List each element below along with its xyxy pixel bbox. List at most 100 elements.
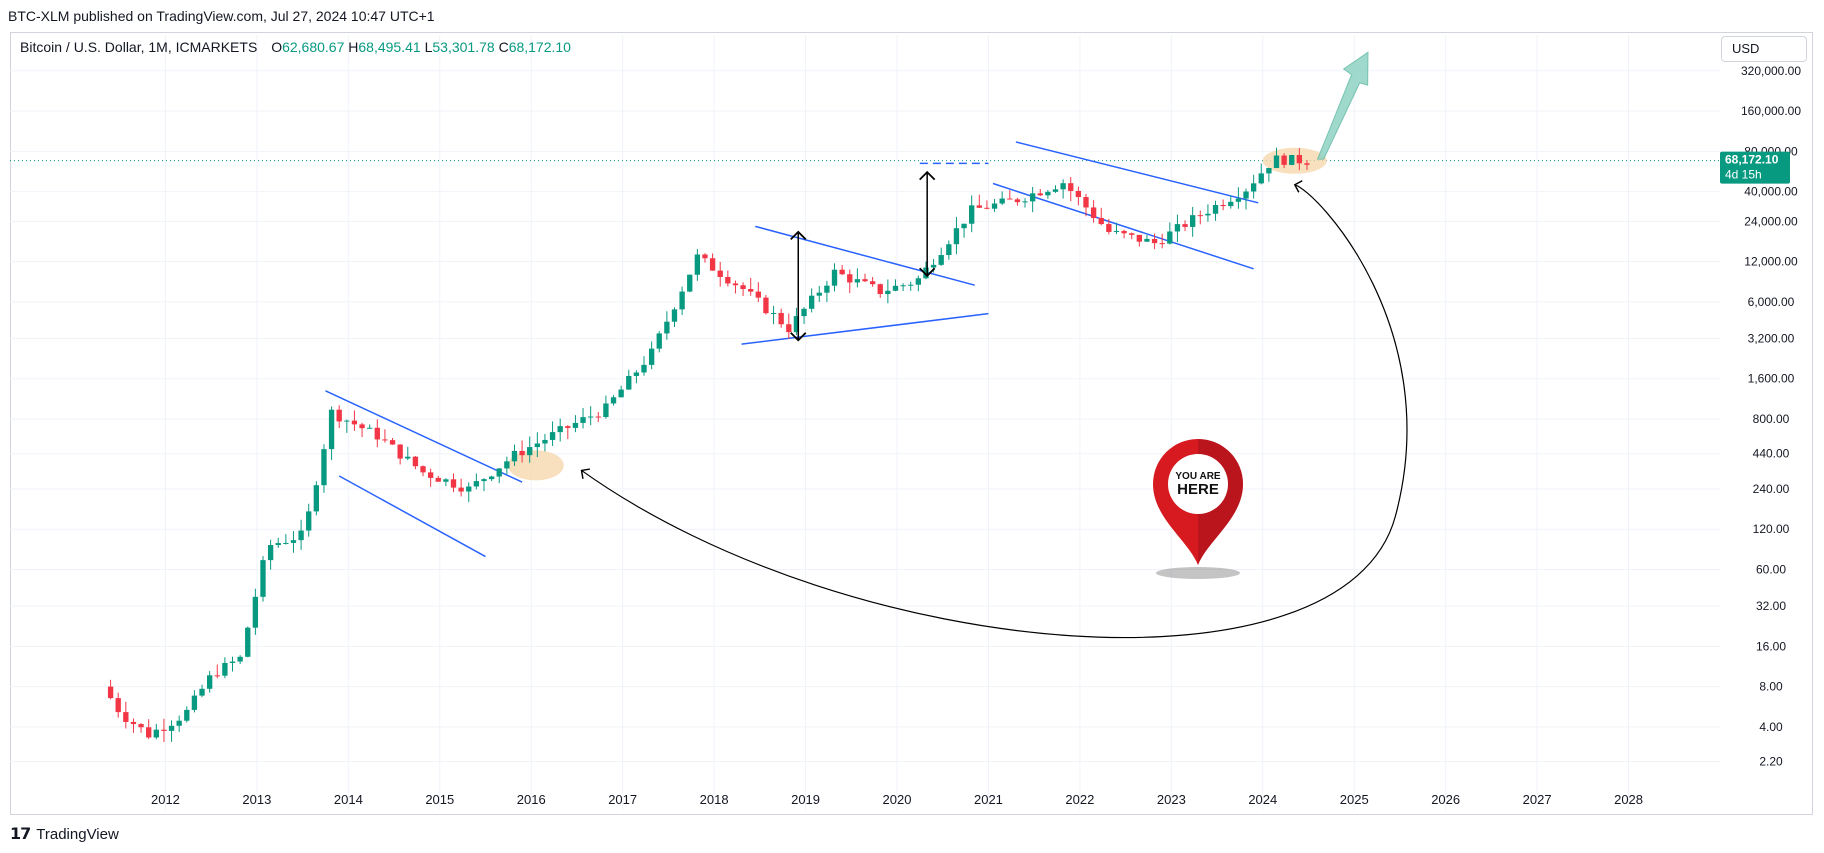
- y-tick-label: 40,000.00: [1744, 185, 1798, 199]
- candle: [1014, 197, 1021, 206]
- y-tick-label: 3,200.00: [1748, 331, 1795, 345]
- candle-body: [961, 223, 967, 229]
- candle: [435, 475, 441, 482]
- trendline-channel-2014-top: [325, 390, 523, 483]
- candle-body: [801, 308, 807, 317]
- candle: [900, 283, 906, 292]
- footer-brand[interactable]: TradingView: [36, 825, 119, 843]
- candle: [412, 456, 419, 470]
- candle: [237, 655, 243, 664]
- candle-body: [245, 627, 251, 657]
- candle: [1136, 234, 1142, 247]
- candle-body: [633, 372, 640, 376]
- x-tick-label: 2018: [700, 792, 729, 807]
- candle-body: [885, 290, 891, 295]
- candle-body: [618, 389, 624, 398]
- candle-body: [130, 721, 137, 725]
- candle: [664, 311, 670, 340]
- candle-body: [1075, 190, 1082, 198]
- candle: [580, 407, 586, 429]
- candle: [176, 715, 182, 732]
- candle: [1250, 174, 1257, 199]
- candle: [123, 701, 129, 729]
- candle: [222, 657, 228, 679]
- legend-symbol: Bitcoin / U.S. Dollar, 1M, ICMARKETS: [20, 39, 258, 55]
- tradingview-logo-icon[interactable]: 𝟭𝟳: [10, 826, 31, 843]
- legend-low: 53,301.78: [432, 39, 495, 55]
- candle: [283, 534, 289, 545]
- candle-body: [199, 688, 205, 696]
- pin-inner: [1168, 454, 1228, 514]
- candle: [778, 308, 784, 328]
- x-tick-label: 2022: [1065, 792, 1094, 807]
- candle-body: [572, 422, 579, 428]
- candle: [1098, 207, 1104, 226]
- x-tick-label: 2014: [334, 792, 363, 807]
- candle: [786, 313, 792, 339]
- candle: [527, 436, 533, 463]
- candle-body: [740, 285, 746, 290]
- candle-body: [1052, 189, 1059, 192]
- pin-shadow: [1156, 567, 1240, 579]
- candle: [862, 273, 868, 283]
- candle-body: [565, 426, 571, 428]
- candle-body: [1266, 168, 1272, 174]
- legend-open: 62,680.67: [282, 39, 345, 55]
- candle-body: [1304, 163, 1310, 165]
- candle: [1266, 167, 1272, 182]
- footer: 𝟭𝟳 TradingView: [10, 824, 119, 844]
- candle-body: [1250, 183, 1257, 192]
- candle-body: [1228, 201, 1234, 207]
- candle: [306, 503, 312, 537]
- candle: [519, 440, 525, 463]
- candle-body: [466, 486, 472, 492]
- candle-body: [519, 450, 525, 456]
- publisher-line: BTC-XLM published on TradingView.com, Ju…: [8, 8, 435, 24]
- candle-body: [671, 309, 678, 322]
- candle-body: [1129, 233, 1135, 235]
- candle: [427, 468, 434, 487]
- y-tick-label: 160,000.00: [1741, 104, 1801, 118]
- candle-body: [527, 447, 533, 456]
- candle: [1129, 232, 1135, 240]
- candle-body: [1273, 155, 1280, 169]
- candle: [1068, 176, 1074, 202]
- candle: [565, 425, 571, 440]
- candle-body: [214, 675, 220, 677]
- x-tick-label: 2025: [1340, 792, 1369, 807]
- candle: [633, 370, 640, 384]
- y-tick-label: 32.00: [1756, 599, 1786, 613]
- candle: [367, 424, 373, 429]
- candle: [946, 240, 952, 260]
- currency-selector[interactable]: USD: [1721, 36, 1807, 62]
- candle: [1205, 204, 1211, 222]
- x-tick-label: 2023: [1157, 792, 1186, 807]
- candle-body: [1060, 183, 1066, 190]
- candle: [1304, 160, 1310, 170]
- candle-body: [359, 424, 365, 429]
- candle-body: [252, 596, 259, 628]
- candle: [1174, 214, 1181, 243]
- candle: [930, 258, 937, 273]
- candle: [717, 261, 723, 287]
- candle: [847, 269, 853, 293]
- candle-body: [328, 409, 335, 450]
- candle-body: [763, 297, 769, 314]
- candle: [321, 444, 327, 493]
- candle-body: [1289, 155, 1295, 165]
- y-tick-label: 16.00: [1756, 639, 1786, 653]
- candle-body: [473, 481, 480, 487]
- candle-body: [816, 292, 822, 296]
- ohlc-legend: Bitcoin / U.S. Dollar, 1M, ICMARKETS O62…: [20, 39, 571, 55]
- candle-body: [999, 198, 1005, 204]
- candle: [687, 274, 693, 293]
- candle: [748, 277, 754, 296]
- candle-body: [412, 456, 419, 467]
- candle: [999, 191, 1005, 206]
- candle: [953, 217, 960, 255]
- candle-body: [702, 254, 708, 259]
- candle-body: [260, 560, 266, 597]
- x-tick-label: 2019: [791, 792, 820, 807]
- candle: [839, 264, 845, 276]
